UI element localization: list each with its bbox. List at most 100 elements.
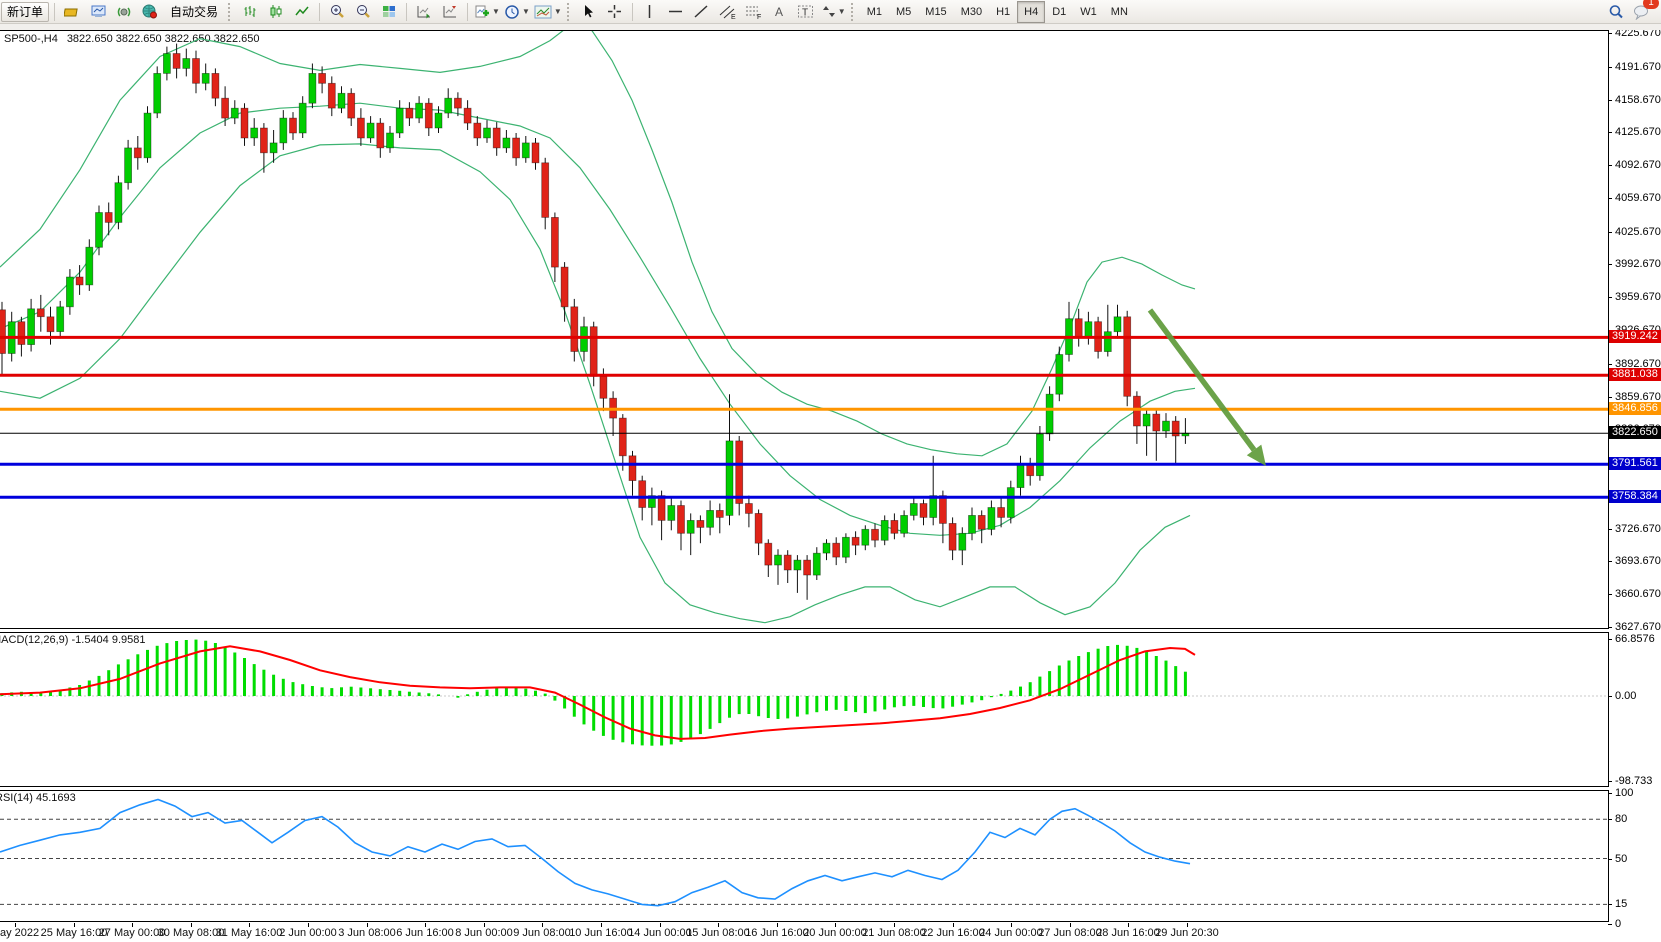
toolbar-grip (850, 2, 857, 21)
axis-tick (1608, 793, 1612, 794)
bar-chart-icon[interactable] (238, 1, 262, 23)
rsi-values: 45.1693 (35, 792, 76, 804)
axis-tick (1608, 859, 1612, 860)
tf-button-D1[interactable]: D1 (1052, 5, 1067, 18)
new-order-button[interactable]: 新订单 (1, 1, 50, 22)
axis-label: 0.00 (1615, 690, 1637, 702)
axis-label: 3959.670 (1615, 291, 1661, 303)
axis-tick (1608, 924, 1612, 925)
axis-label: 4191.670 (1615, 61, 1661, 73)
line-chart-icon[interactable] (290, 1, 314, 23)
rsi-panel[interactable]: RSI(14) 45.1693 (0, 790, 1609, 922)
axis-tick (1608, 67, 1612, 68)
chat-icon[interactable]: 1 (1630, 0, 1659, 23)
zoom-out-icon[interactable] (351, 1, 375, 23)
toolbar-separator (319, 2, 321, 21)
time-tick (1128, 923, 1129, 927)
axis-tick (1608, 627, 1612, 628)
search-icon[interactable] (1604, 1, 1628, 23)
time-label: 2 Jun 00:00 (279, 927, 337, 939)
trendline-icon[interactable] (690, 1, 714, 23)
axis-tick (1608, 397, 1612, 398)
toolbar-separator (467, 2, 469, 21)
autotrading-icon[interactable] (138, 1, 162, 23)
auto-scroll-icon[interactable] (412, 1, 436, 23)
main-chart-panel[interactable]: SP500-,H4 3822.650 3822.650 3822.650 3822… (0, 30, 1609, 629)
axis-label: -98.733 (1615, 775, 1653, 787)
time-label: 8 Jun 00:00 (455, 927, 513, 939)
time-label: 28 Jun 16:00 (1096, 927, 1160, 939)
crosshair-icon[interactable] (603, 1, 627, 23)
price-label-box: 3791.561 (1609, 457, 1661, 470)
axis-tick (1608, 132, 1612, 133)
axis-label: 100 (1615, 787, 1634, 799)
cursor-icon[interactable] (577, 1, 601, 23)
navigator-icon[interactable] (112, 1, 136, 23)
time-label: 24 Jun 00:00 (979, 927, 1043, 939)
candlestick-chart-icon[interactable] (264, 1, 288, 23)
tf-button-M5[interactable]: M5 (896, 5, 912, 18)
axis-label: 15 (1615, 898, 1628, 910)
price-axis[interactable]: 4225.670 4191.670 4158.670 4125.670 4092.670… (1608, 0, 1661, 942)
axis-label: 3992.670 (1615, 258, 1661, 270)
chart-shift-icon[interactable] (438, 1, 462, 23)
tile-windows-icon[interactable] (377, 1, 401, 23)
horizontal-line-icon[interactable] (664, 1, 688, 23)
axis-label: 66.8576 (1615, 633, 1655, 645)
tf-button-H1[interactable]: H1 (996, 5, 1011, 18)
axis-tick (1608, 100, 1612, 101)
svg-text:T: T (802, 8, 808, 19)
price-label-box: 3758.384 (1609, 490, 1661, 503)
tf-button-M15[interactable]: M15 (925, 5, 947, 18)
axis-tick (1608, 364, 1612, 365)
axis-tick (1608, 639, 1612, 640)
time-tick (953, 923, 954, 927)
market-watch-icon[interactable] (60, 1, 84, 23)
time-label: 15 Jun 08:00 (686, 927, 750, 939)
time-tick (601, 923, 602, 927)
arrows-icon[interactable]: ▼ (820, 1, 847, 23)
periods-icon[interactable]: ▼ (503, 1, 531, 23)
tf-button-M30[interactable]: M30 (960, 5, 983, 18)
axis-tick (1608, 297, 1612, 298)
text-label-icon[interactable]: T (794, 1, 818, 23)
toolbar: 新订单 自动交易 (0, 0, 1661, 24)
time-tick (15, 923, 16, 927)
time-tick (718, 923, 719, 927)
tf-button-MN[interactable]: MN (1110, 5, 1128, 18)
tf-button-M1[interactable]: M1 (866, 5, 882, 18)
axis-tick (1608, 165, 1612, 166)
axis-label: 50 (1615, 853, 1628, 865)
time-tick (1011, 923, 1012, 927)
new-chart-icon[interactable]: ▼ (473, 1, 501, 23)
macd-panel[interactable]: MACD(12,26,9) -1.5404 9.9581 (0, 632, 1609, 787)
axis-label: 4158.670 (1615, 94, 1661, 106)
axis-label: 3660.670 (1615, 588, 1661, 600)
time-tick (484, 923, 485, 927)
dropdown-caret-icon: ▼ (553, 7, 562, 16)
time-tick (249, 923, 250, 927)
time-tick (191, 923, 192, 927)
chart-ohlc: 3822.650 3822.650 3822.650 3822.650 (66, 33, 260, 45)
tf-button-H4[interactable]: H4 (1017, 0, 1046, 23)
vertical-line-icon[interactable] (638, 1, 662, 23)
time-tick (1187, 923, 1188, 927)
text-icon[interactable]: A (768, 1, 792, 23)
toolbar-separator (631, 2, 633, 21)
data-window-icon[interactable] (86, 1, 110, 23)
fibonacci-icon[interactable]: F (742, 1, 766, 23)
time-tick (542, 923, 543, 927)
axis-label: 3892.670 (1615, 358, 1661, 370)
equidistant-channel-icon[interactable]: E (716, 1, 740, 23)
axis-label: 0 (1615, 918, 1622, 930)
templates-icon[interactable]: ▼ (533, 1, 563, 23)
time-tick (660, 923, 661, 927)
time-tick (894, 923, 895, 927)
axis-tick (1608, 594, 1612, 595)
autotrading-label[interactable]: 自动交易 (170, 5, 219, 19)
time-label: 27 Jun 08:00 (1038, 927, 1102, 939)
zoom-in-icon[interactable] (325, 1, 349, 23)
tf-button-W1[interactable]: W1 (1080, 5, 1097, 18)
